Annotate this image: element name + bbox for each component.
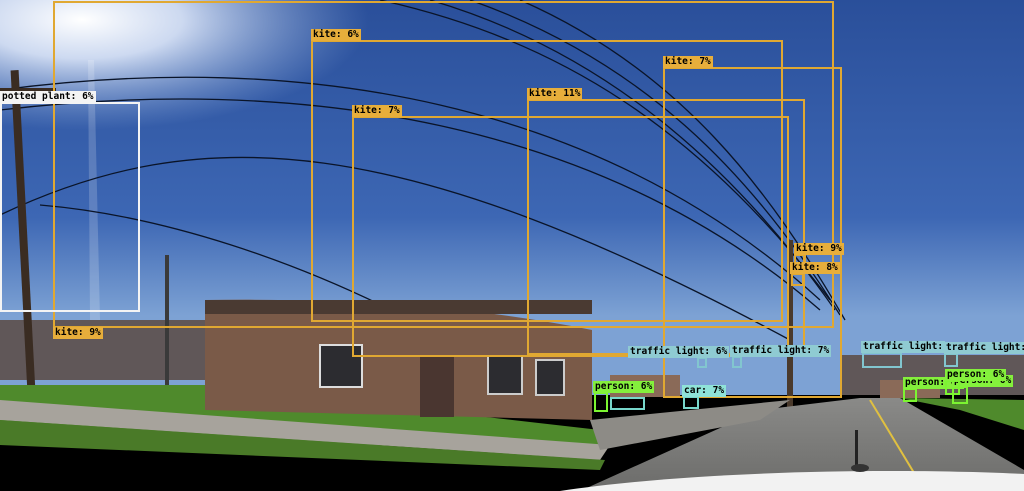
kite-box xyxy=(352,116,789,357)
right-pole xyxy=(787,240,793,410)
traffic-light-label: traffic light: 6% xyxy=(628,346,730,358)
road xyxy=(580,398,1024,491)
kite-label: kite: 7% xyxy=(352,105,402,117)
kite-box xyxy=(663,67,842,398)
traffic-light-label: traffic light: 7% xyxy=(730,345,832,357)
kite-box xyxy=(53,1,834,328)
parking-lot xyxy=(590,400,790,450)
car-label: car: 7% xyxy=(682,385,727,397)
potted-plant-box xyxy=(0,102,140,312)
car-hood xyxy=(560,471,1024,491)
pole-crossarm xyxy=(0,88,56,93)
grass-strip xyxy=(0,420,605,470)
kite-label: kite: 9% xyxy=(794,243,844,255)
lens-flare xyxy=(88,60,100,320)
kite-label: kite: 11% xyxy=(527,88,583,100)
traffic-light-box xyxy=(697,357,707,368)
traffic-light-box xyxy=(732,356,742,368)
person-label: person: 6% xyxy=(593,381,655,393)
antenna-base xyxy=(851,464,869,472)
kite-label: kite: 9% xyxy=(53,327,103,339)
traffic-light-box xyxy=(862,352,902,368)
kite-label: kite: 8% xyxy=(790,262,840,274)
car-box xyxy=(610,397,645,410)
kite-label: kite: 6% xyxy=(311,29,361,41)
traffic-light-box xyxy=(944,353,958,367)
traffic-light-label: traffic light: xyxy=(861,341,946,353)
person-box xyxy=(945,380,960,395)
car-box xyxy=(683,396,699,409)
person-box xyxy=(952,386,968,404)
potted-plant-label: potted plant: 6% xyxy=(0,91,96,103)
kite-box xyxy=(791,273,804,286)
lamp-pole xyxy=(165,255,169,390)
person-label: person: 6% xyxy=(945,369,1007,381)
building xyxy=(205,299,592,420)
person-box xyxy=(903,388,917,402)
kite-label: kite: 7% xyxy=(663,56,713,68)
sidewalk xyxy=(0,400,610,460)
left-pole xyxy=(10,70,37,420)
grass-right xyxy=(900,398,1024,430)
person-box xyxy=(594,392,608,412)
traffic-light-label: traffic light: xyxy=(944,342,1024,354)
kite-box xyxy=(311,40,783,322)
hood-antenna xyxy=(855,430,858,468)
